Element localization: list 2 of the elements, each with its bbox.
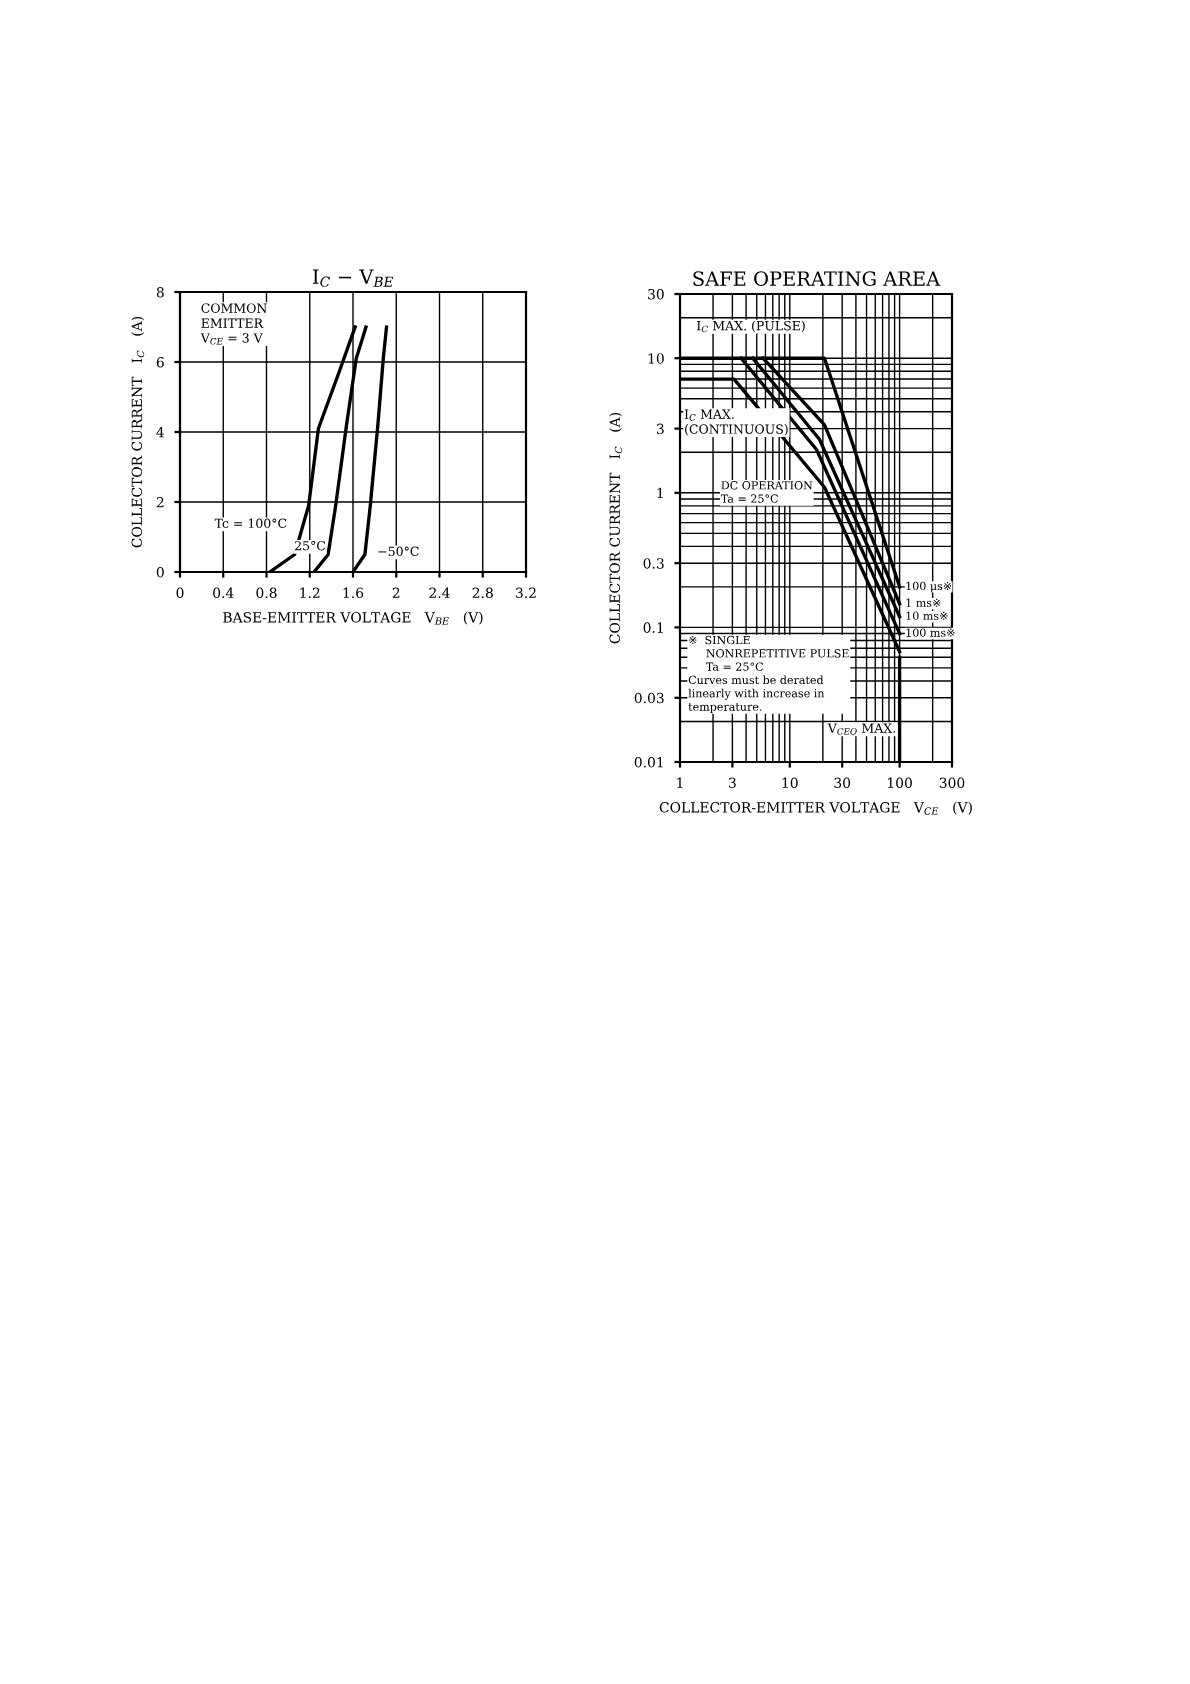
chart-title: SAFE OPERATING AREA bbox=[693, 271, 941, 286]
chart-title: I$_{C}$ − V$_{BE}$ bbox=[312, 269, 394, 287]
